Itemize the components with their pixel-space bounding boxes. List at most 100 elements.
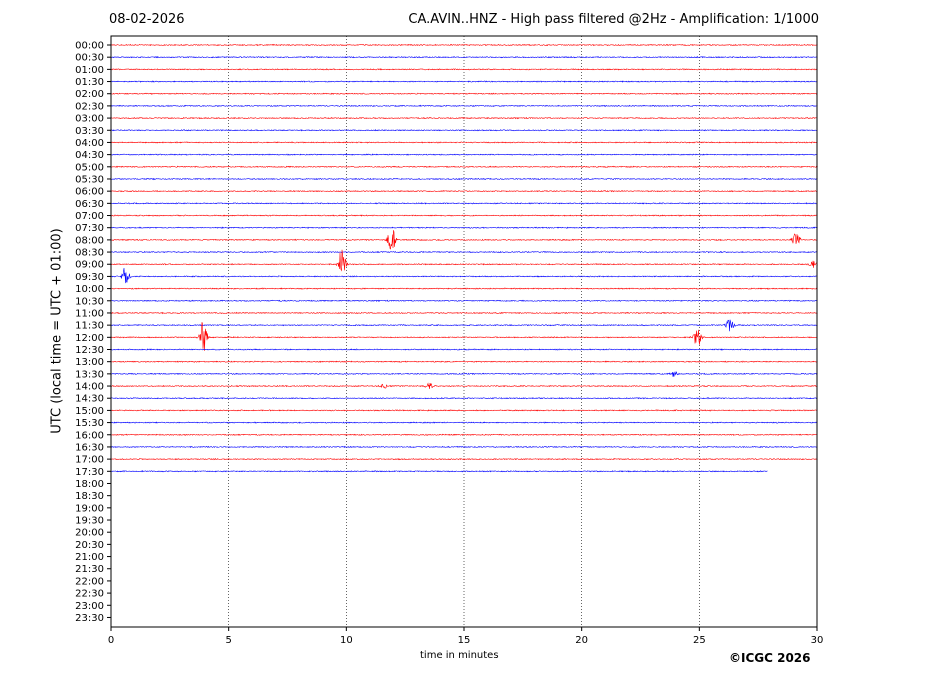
y-tick-label: 23:00 (75, 601, 104, 612)
y-tick-label: 15:30 (75, 418, 104, 429)
y-tick-label: 20:30 (75, 540, 104, 551)
x-tick-label: 0 (108, 635, 114, 646)
vertical-grid (228, 36, 700, 627)
seismic-trace (110, 249, 818, 272)
seismic-trace (110, 92, 818, 95)
seismic-trace (110, 371, 818, 377)
seismic-trace (110, 80, 818, 83)
y-tick-label: 16:00 (75, 430, 104, 441)
x-axis-label: time in minutes (420, 650, 499, 661)
y-tick-label: 23:30 (75, 613, 104, 624)
seismic-trace (110, 116, 818, 120)
seismic-trace (110, 43, 818, 47)
y-tick-label: 13:30 (75, 369, 104, 380)
y-tick-label: 09:00 (75, 260, 104, 271)
seismic-trace (110, 382, 818, 390)
seismic-trace (110, 267, 818, 284)
seismic-trace (110, 201, 818, 205)
y-tick-label: 14:00 (75, 382, 104, 393)
y-tick-label: 21:00 (75, 552, 104, 563)
seismic-trace (110, 397, 818, 400)
seismic-trace (110, 129, 818, 132)
seismic-trace (110, 470, 768, 473)
seismic-trace (110, 141, 818, 144)
x-tick-label: 25 (693, 635, 706, 646)
seismic-trace (110, 68, 818, 71)
y-tick-label: 06:00 (75, 187, 104, 198)
plot-frame (110, 35, 818, 628)
seismic-trace (110, 165, 818, 168)
y-tick-label: 12:00 (75, 333, 104, 344)
y-tick-label: 05:00 (75, 162, 104, 173)
y-tick-label: 00:00 (75, 41, 104, 52)
seismic-trace (110, 104, 818, 108)
y-tick-label: 13:00 (75, 357, 104, 368)
y-tick-label: 08:30 (75, 248, 104, 259)
y-tick-label: 10:00 (75, 284, 104, 295)
y-tick-label: 19:30 (75, 516, 104, 527)
y-tick-label: 03:30 (75, 126, 104, 137)
seismic-trace (110, 214, 818, 217)
y-tick-label: 03:00 (75, 114, 104, 125)
seismic-trace (110, 311, 818, 315)
y-tick-label: 18:00 (75, 479, 104, 490)
y-tick-label: 17:00 (75, 455, 104, 466)
y-tick-label: 12:30 (75, 345, 104, 356)
x-tick-label: 5 (225, 635, 231, 646)
y-tick-label: 07:00 (75, 211, 104, 222)
x-tick-label: 20 (575, 635, 588, 646)
y-tick-label: 11:00 (75, 308, 104, 319)
y-tick-label: 17:30 (75, 467, 104, 478)
seismic-trace (110, 319, 818, 332)
plot-date: 08-02-2026 (109, 12, 185, 27)
plot-title: CA.AVIN..HNZ - High pass filtered @2Hz -… (408, 12, 819, 27)
seismic-trace (110, 457, 818, 461)
y-tick-label: 01:00 (75, 65, 104, 76)
y-tick-label: 01:30 (75, 77, 104, 88)
seismic-trace (110, 230, 818, 250)
y-tick-label: 22:30 (75, 589, 104, 600)
seismic-trace (110, 287, 818, 290)
seismic-trace (110, 190, 818, 193)
seismic-trace (110, 226, 818, 229)
y-tick-label: 11:30 (75, 321, 104, 332)
y-tick-label: 19:00 (75, 503, 104, 514)
seismic-trace (110, 348, 818, 351)
y-tick-label: 21:30 (75, 564, 104, 575)
x-tick-label: 15 (458, 635, 471, 646)
y-tick-label: 16:30 (75, 442, 104, 453)
seismic-trace (110, 421, 818, 424)
seismic-trace (110, 409, 818, 412)
seismic-traces (110, 43, 818, 473)
y-tick-label: 04:30 (75, 150, 104, 161)
seismic-trace (110, 433, 818, 436)
x-tick-label: 30 (811, 635, 824, 646)
y-tick-label: 02:30 (75, 101, 104, 112)
seismic-trace (110, 177, 818, 181)
y-tick-label: 00:30 (75, 53, 104, 64)
y-tick-label: 15:00 (75, 406, 104, 417)
y-tick-label: 05:30 (75, 174, 104, 185)
y-tick-label: 08:00 (75, 235, 104, 246)
seismic-trace (110, 55, 818, 59)
y-tick-label: 07:30 (75, 223, 104, 234)
y-tick-label: 20:00 (75, 528, 104, 539)
seismic-trace (110, 360, 818, 363)
seismic-trace (110, 250, 818, 254)
y-tick-label: 02:00 (75, 89, 104, 100)
y-axis-label: UTC (local time = UTC + 01:00) (49, 228, 65, 434)
y-tick-label: 22:00 (75, 576, 104, 587)
y-tick-label: 18:30 (75, 491, 104, 502)
y-tick-label: 06:30 (75, 199, 104, 210)
y-tick-label: 09:30 (75, 272, 104, 283)
copyright-credit: ©ICGC 2026 (729, 651, 811, 665)
seismic-trace (110, 153, 818, 156)
seismic-trace (110, 322, 818, 351)
x-axis-ticks: 0 5 10 15 20 25 30 (108, 627, 824, 646)
seismic-trace (110, 299, 818, 302)
seismic-trace (110, 445, 818, 449)
y-tick-label: 04:00 (75, 138, 104, 149)
x-tick-label: 10 (340, 635, 353, 646)
